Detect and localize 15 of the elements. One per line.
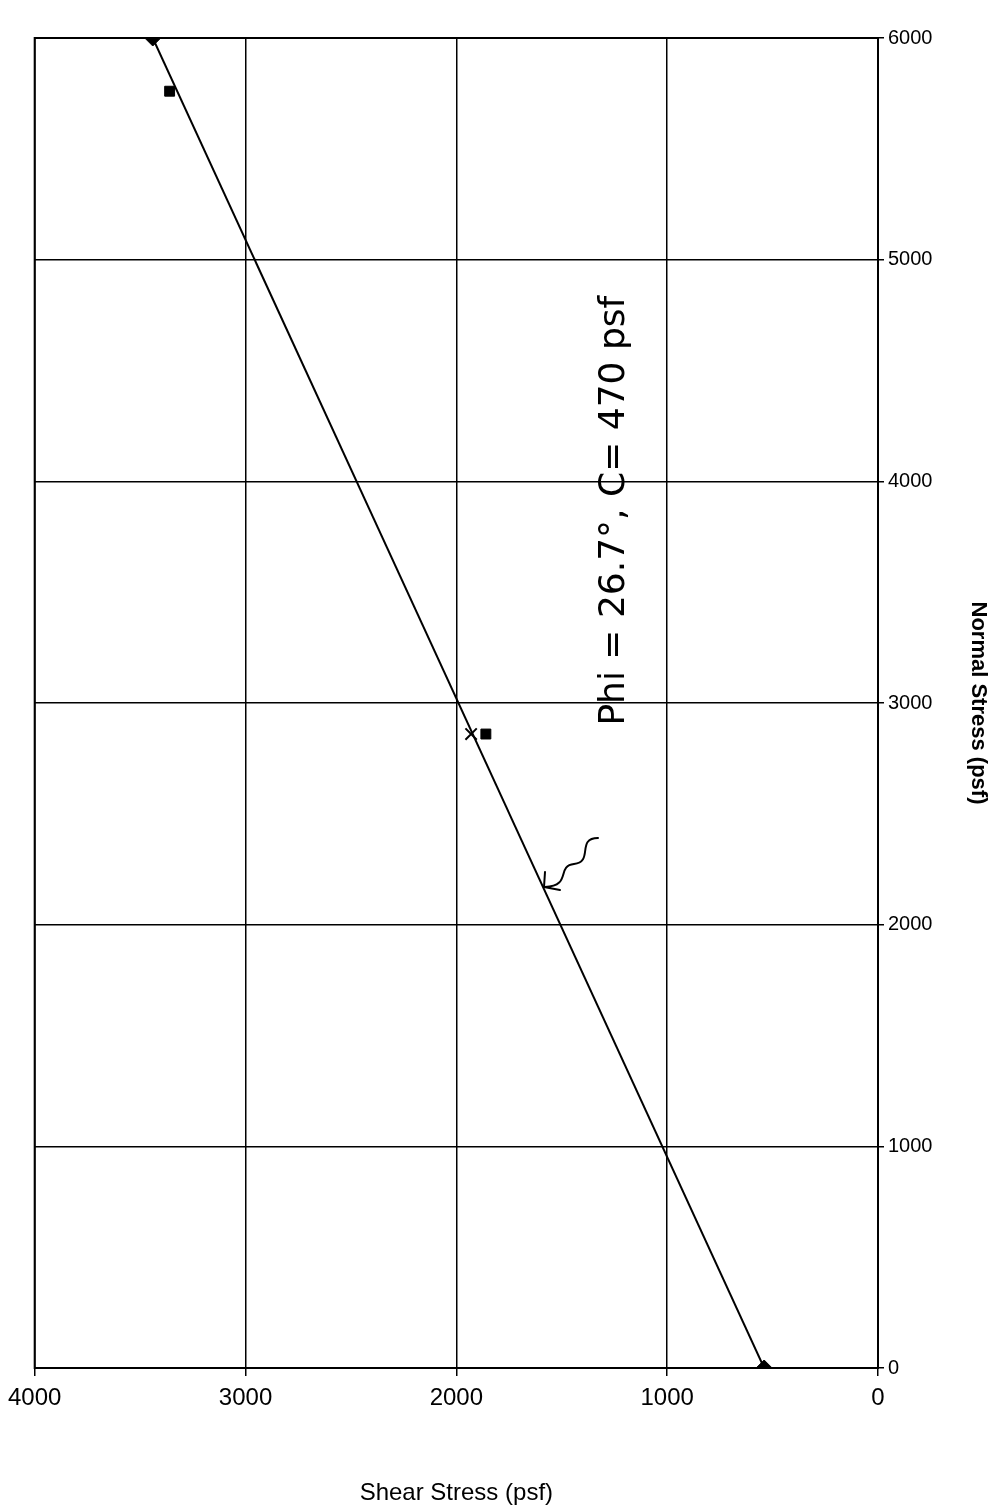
x-axis-title: Shear Stress (psf) — [359, 1478, 554, 1506]
y-tick-label: 0 — [888, 1355, 900, 1378]
x-tick-label: 3000 — [218, 1383, 273, 1411]
x-tick-label: 4000 — [8, 1383, 62, 1411]
y-tick-label: 6000 — [888, 25, 933, 48]
y-axis-title: Normal Stress (psf) — [966, 601, 992, 805]
y-tick-label: 2000 — [888, 912, 933, 935]
y-tick-label: 1000 — [888, 1133, 933, 1156]
annotation: Phi = 26.7°, C= 470 psf — [591, 294, 633, 726]
y-tick-label: 3000 — [888, 690, 933, 713]
y-tick-label: 5000 — [888, 247, 933, 270]
x-tick-label: 0 — [871, 1383, 885, 1411]
y-tick-label: 4000 — [888, 468, 933, 491]
x-tick-label: 1000 — [640, 1383, 694, 1411]
x-tick-label: 2000 — [429, 1383, 484, 1411]
